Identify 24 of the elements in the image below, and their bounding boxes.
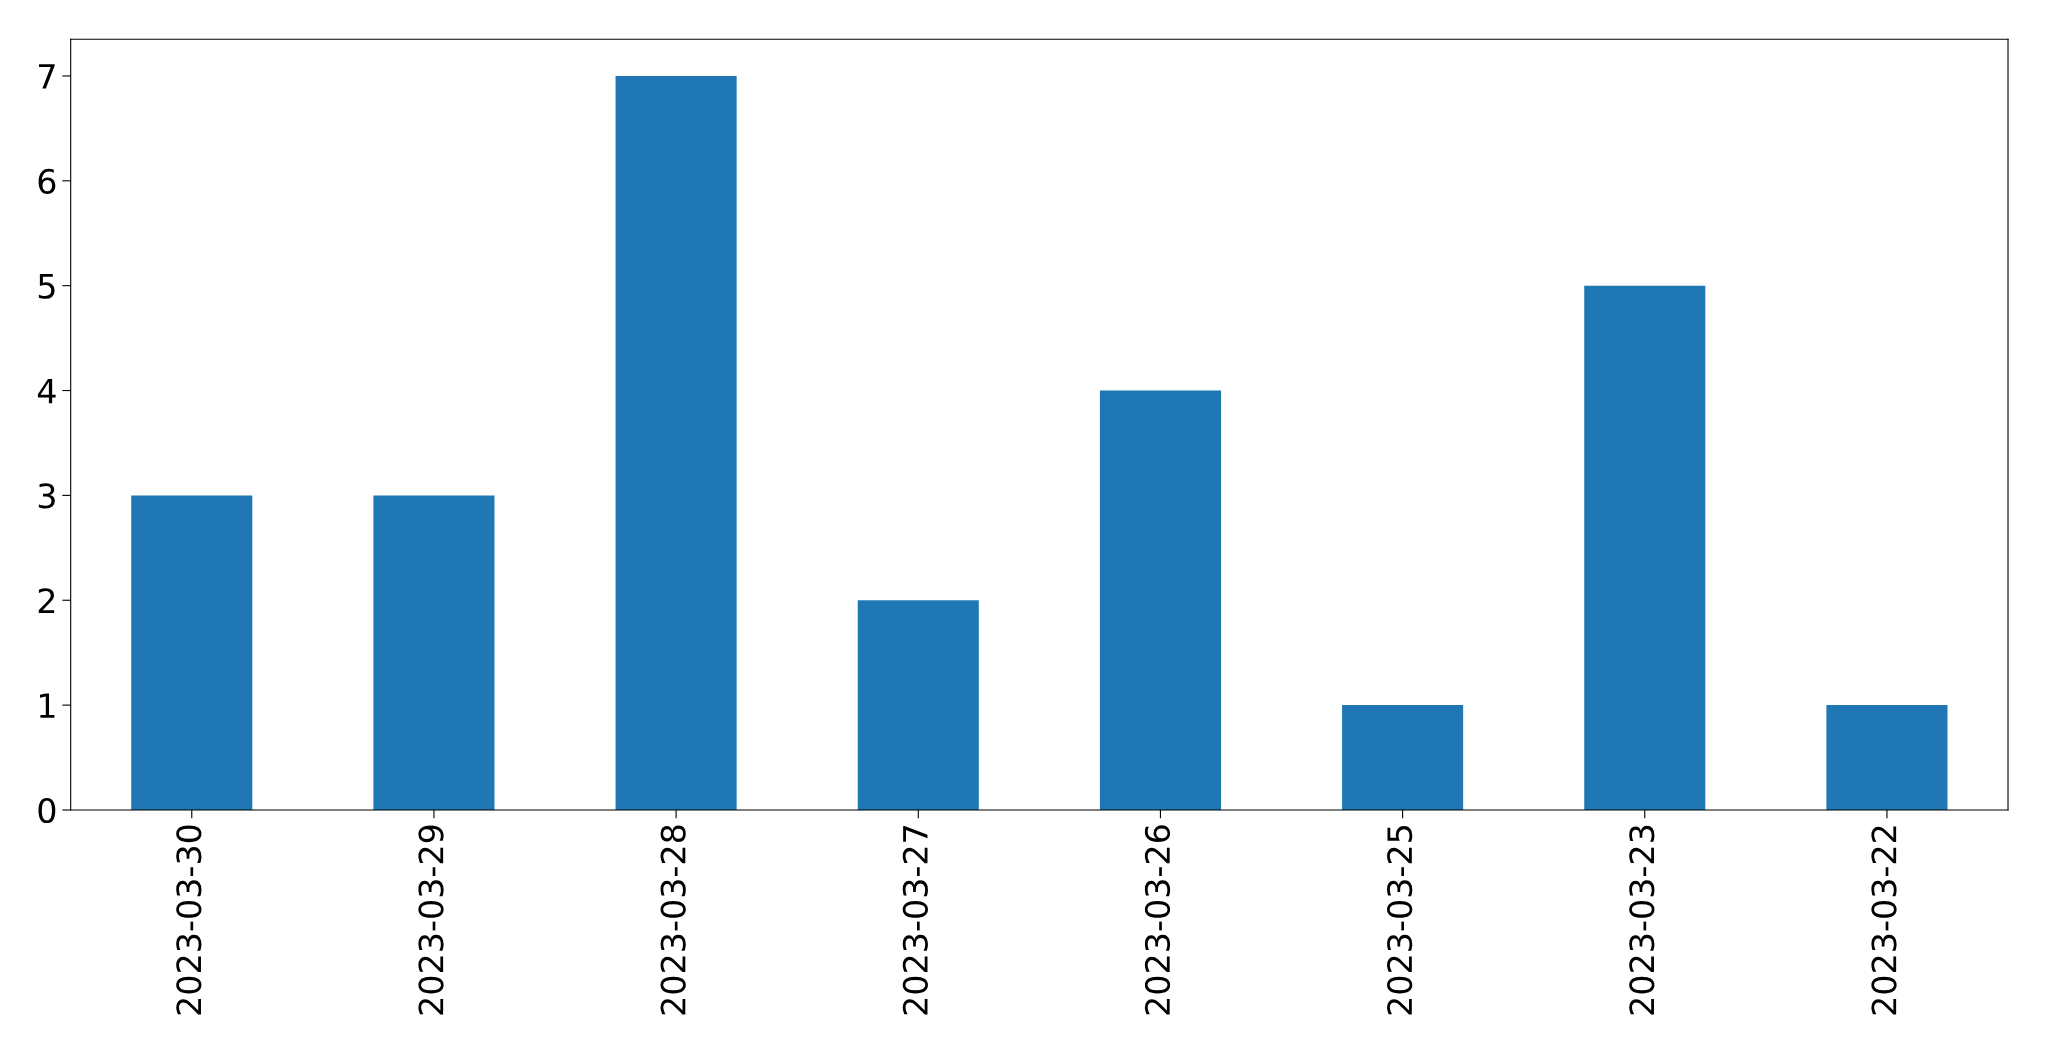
bar (1584, 285, 1706, 810)
bar (857, 600, 979, 810)
x-tick-label: 2023-03-25 (1387, 826, 1413, 1015)
y-tick-label: 4 (37, 378, 56, 404)
y-tick-label: 0 (38, 797, 56, 824)
bar (1826, 705, 1948, 810)
bar (373, 495, 495, 810)
y-tick-label: 7 (39, 64, 55, 89)
x-tick-label: 2023-03-22 (1871, 826, 1897, 1015)
y-tick-label: 5 (38, 274, 55, 299)
bar (1342, 705, 1464, 810)
bar (1099, 390, 1221, 810)
y-tick-label: 1 (39, 693, 55, 718)
x-tick-label: 2023-03-26 (1144, 825, 1171, 1015)
x-tick-label: 2023-03-27 (902, 826, 928, 1015)
y-tick-label: 3 (38, 483, 55, 509)
x-tick-label: 2023-03-30 (176, 825, 202, 1015)
x-tick-label: 2023-03-29 (418, 825, 444, 1015)
x-tick-label: 2023-03-23 (1629, 825, 1655, 1015)
bar (131, 495, 253, 810)
y-tick-label: 6 (38, 168, 56, 194)
y-tick-label: 2 (38, 588, 55, 613)
x-tick-label: 2023-03-28 (660, 825, 686, 1015)
bar (615, 75, 737, 810)
